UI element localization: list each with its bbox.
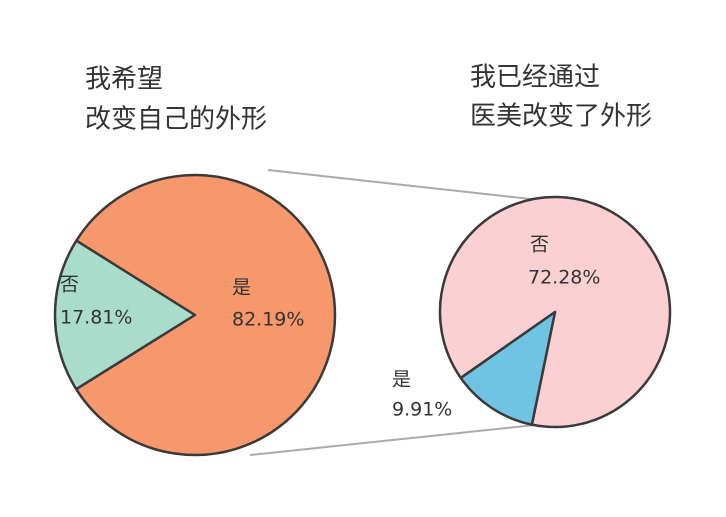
chart-title: 医美改变了外形 bbox=[470, 102, 652, 132]
connector bbox=[249, 424, 536, 456]
slice-category: 否 bbox=[530, 234, 549, 256]
slice-category: 否 bbox=[60, 274, 79, 296]
connector bbox=[267, 169, 541, 201]
slice-value-label: 72.28% bbox=[528, 267, 600, 289]
chart-title: 我已经通过 bbox=[470, 63, 600, 93]
slice-category: 是 bbox=[232, 277, 251, 299]
chart-title: 改变自己的外形 bbox=[85, 105, 267, 135]
slice-value-label: 82.19% bbox=[232, 309, 304, 331]
pie-slice bbox=[459, 310, 557, 426]
pie-slice bbox=[53, 239, 197, 391]
chart-title: 我希望 bbox=[85, 65, 163, 95]
slice-category: 是 bbox=[392, 369, 411, 391]
pie-slice bbox=[75, 173, 337, 457]
slice-value-label: 17.81% bbox=[60, 307, 132, 329]
slice-value-label: 9.91% bbox=[392, 399, 452, 421]
